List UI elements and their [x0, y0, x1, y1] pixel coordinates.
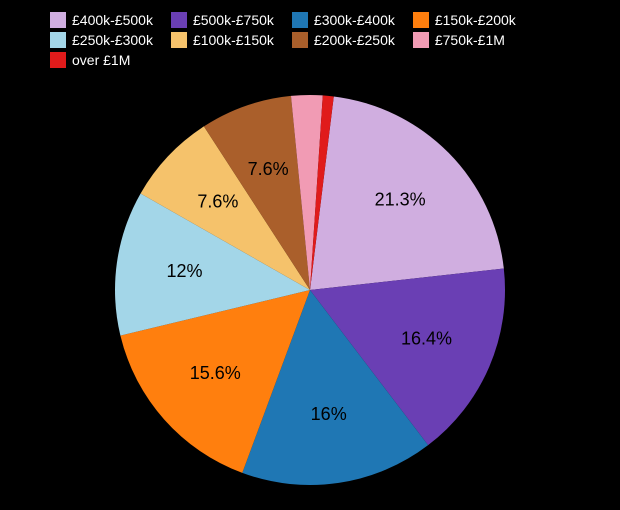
legend-label: £100k-£150k	[193, 32, 274, 48]
slice-label: 16%	[311, 404, 347, 424]
legend-item: £750k-£1M	[413, 32, 505, 48]
legend-swatch	[50, 12, 66, 28]
legend: £400k-£500k £500k-£750k £300k-£400k £150k-£…	[50, 12, 570, 68]
legend-label: £200k-£250k	[314, 32, 395, 48]
legend-item: £400k-£500k	[50, 12, 153, 28]
legend-label: £400k-£500k	[72, 12, 153, 28]
legend-item: £200k-£250k	[292, 32, 395, 48]
legend-item: over £1M	[50, 52, 130, 68]
legend-item: £100k-£150k	[171, 32, 274, 48]
legend-swatch	[292, 32, 308, 48]
slice-label: 12%	[166, 261, 202, 281]
legend-label: £500k-£750k	[193, 12, 274, 28]
pie-chart: 21.3% 16.4% 16% 15.6% 12% 7.6% 7.6%	[110, 90, 510, 490]
legend-label: £750k-£1M	[435, 32, 505, 48]
legend-label: over £1M	[72, 52, 130, 68]
slice-label: 21.3%	[375, 190, 426, 210]
slice-label: 16.4%	[401, 329, 452, 349]
legend-item: £150k-£200k	[413, 12, 516, 28]
legend-swatch	[413, 32, 429, 48]
legend-item: £500k-£750k	[171, 12, 274, 28]
legend-item: £250k-£300k	[50, 32, 153, 48]
legend-item: £300k-£400k	[292, 12, 395, 28]
slice-label: 15.6%	[190, 363, 241, 383]
legend-swatch	[171, 12, 187, 28]
slice-label: 7.6%	[248, 159, 289, 179]
legend-label: £250k-£300k	[72, 32, 153, 48]
pie-chart-container: £400k-£500k £500k-£750k £300k-£400k £150k-£…	[0, 0, 620, 510]
legend-swatch	[292, 12, 308, 28]
legend-label: £300k-£400k	[314, 12, 395, 28]
slice-label: 7.6%	[197, 192, 238, 212]
legend-swatch	[50, 32, 66, 48]
legend-label: £150k-£200k	[435, 12, 516, 28]
legend-swatch	[50, 52, 66, 68]
legend-swatch	[413, 12, 429, 28]
legend-swatch	[171, 32, 187, 48]
